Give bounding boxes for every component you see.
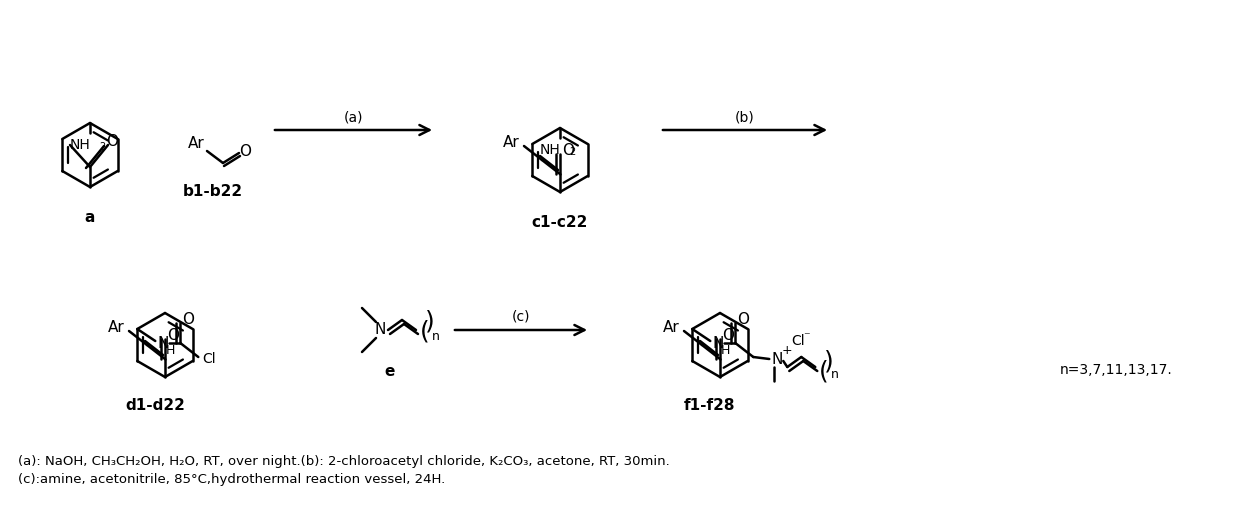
Text: O: O xyxy=(182,311,195,327)
Text: O: O xyxy=(563,142,574,158)
Text: d1-d22: d1-d22 xyxy=(125,397,185,413)
Text: b1-b22: b1-b22 xyxy=(183,184,243,199)
Text: a: a xyxy=(84,209,95,225)
Text: N: N xyxy=(157,337,169,351)
Text: Ar: Ar xyxy=(108,319,125,335)
Text: e: e xyxy=(385,365,395,380)
Text: NH: NH xyxy=(69,138,90,152)
Text: Cl: Cl xyxy=(792,334,805,348)
Text: N: N xyxy=(772,351,783,367)
Text: O: O xyxy=(737,311,750,327)
Text: c1-c22: c1-c22 xyxy=(532,214,589,230)
Text: Ar: Ar xyxy=(188,135,204,151)
Text: Ar: Ar xyxy=(663,319,680,335)
Text: ⁻: ⁻ xyxy=(803,331,810,344)
Text: n=3,7,11,13,17.: n=3,7,11,13,17. xyxy=(1061,363,1173,377)
Text: ): ) xyxy=(425,310,435,334)
Text: n: n xyxy=(831,369,839,381)
Text: 2: 2 xyxy=(99,142,105,152)
Text: O: O xyxy=(722,328,733,343)
Text: (c): (c) xyxy=(512,310,530,324)
Text: N: N xyxy=(712,337,724,351)
Text: (a): (a) xyxy=(343,110,363,124)
Text: n: n xyxy=(432,330,440,343)
Text: f1-f28: f1-f28 xyxy=(684,397,736,413)
Text: ): ) xyxy=(824,349,834,373)
Text: (c):amine, acetonitrile, 85°C,hydrothermal reaction vessel, 24H.: (c):amine, acetonitrile, 85°C,hydrotherm… xyxy=(19,474,445,487)
Text: +: + xyxy=(782,344,792,357)
Text: (a): NaOH, CH₃CH₂OH, H₂O, RT, over night.(b): 2-chloroacetyl chloride, K₂CO₃, ac: (a): NaOH, CH₃CH₂OH, H₂O, RT, over night… xyxy=(19,455,670,468)
Text: Ar: Ar xyxy=(503,134,520,150)
Text: H: H xyxy=(720,344,730,357)
Text: 2: 2 xyxy=(569,147,575,157)
Text: O: O xyxy=(107,133,118,149)
Text: NH: NH xyxy=(539,143,560,157)
Text: O: O xyxy=(239,143,252,159)
Text: (: ( xyxy=(819,359,829,383)
Text: Cl: Cl xyxy=(202,352,216,366)
Text: H: H xyxy=(165,344,175,357)
Text: N: N xyxy=(374,322,385,338)
Text: (b): (b) xyxy=(735,110,755,124)
Text: (: ( xyxy=(420,320,430,344)
Text: O: O xyxy=(167,328,178,343)
